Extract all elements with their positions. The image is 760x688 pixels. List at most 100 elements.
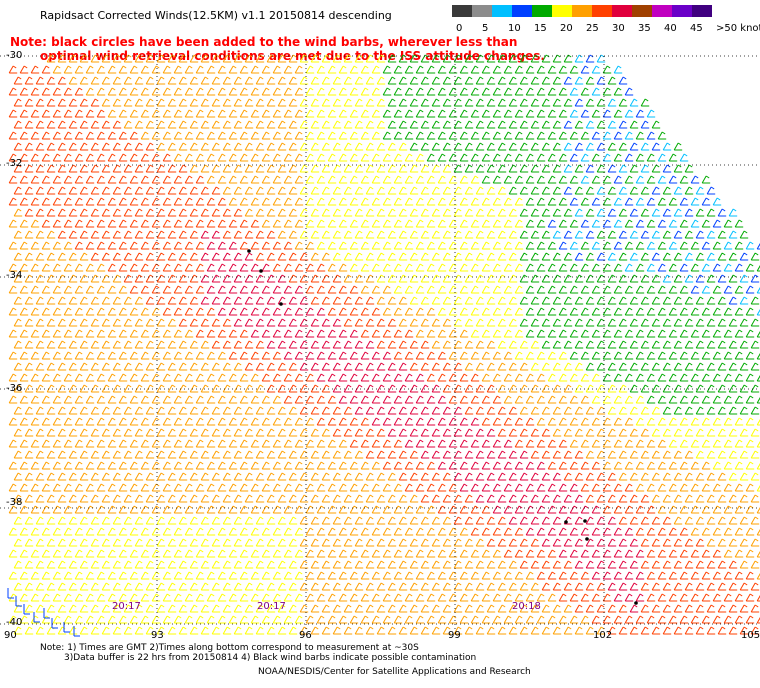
wind-barb xyxy=(85,109,95,118)
wind-barb xyxy=(503,571,513,580)
wind-barb xyxy=(514,241,524,250)
wind-barb xyxy=(30,263,40,272)
wind-barb xyxy=(613,417,623,426)
wind-barb xyxy=(57,76,67,85)
wind-barb xyxy=(35,626,45,635)
wind-barb xyxy=(68,120,78,129)
wind-barb xyxy=(629,274,639,283)
wind-barb xyxy=(695,516,705,525)
wind-barb xyxy=(63,417,73,426)
wind-barb xyxy=(85,175,95,184)
wind-barb xyxy=(261,175,271,184)
wind-barb xyxy=(651,450,661,459)
wind-barb xyxy=(420,208,430,217)
wind-barb xyxy=(134,76,144,85)
wind-barb xyxy=(178,274,188,283)
wind-barb xyxy=(717,296,727,305)
wind-barb xyxy=(35,98,45,107)
wind-barb xyxy=(101,274,111,283)
wind-barb xyxy=(145,472,155,481)
wind-barb xyxy=(684,560,694,569)
wind-barb xyxy=(536,373,546,382)
wind-barb xyxy=(382,593,392,602)
wind-barb xyxy=(321,186,331,195)
wind-barb xyxy=(398,76,408,85)
wind-barb xyxy=(206,351,216,360)
wind-barb xyxy=(112,318,122,327)
wind-barb xyxy=(173,241,183,250)
wind-barb xyxy=(30,87,40,96)
wind-barb xyxy=(453,384,463,393)
wind-barb xyxy=(41,593,51,602)
wind-barb xyxy=(316,527,326,536)
wind-barb xyxy=(376,142,386,151)
lat-label-32: -32 xyxy=(6,158,23,169)
wind-barb xyxy=(255,626,265,635)
wind-barb xyxy=(679,417,689,426)
wind-barb xyxy=(706,296,716,305)
wind-barb xyxy=(591,395,601,404)
wind-barb xyxy=(173,549,183,558)
wind-barb xyxy=(585,450,595,459)
wind-barb xyxy=(277,186,287,195)
wind-barb xyxy=(657,593,667,602)
wind-barb xyxy=(580,395,590,404)
wind-barb xyxy=(316,395,326,404)
wind-barb xyxy=(514,571,524,580)
wind-barb xyxy=(228,439,238,448)
wind-barb xyxy=(404,175,414,184)
wind-barb xyxy=(299,186,309,195)
wind-barb xyxy=(57,120,67,129)
wind-barb xyxy=(382,219,392,228)
wind-barb xyxy=(272,329,282,338)
wind-barb xyxy=(354,384,364,393)
wind-barb xyxy=(189,362,199,371)
wind-barb xyxy=(294,175,304,184)
wind-barb xyxy=(107,153,117,162)
wind-barb xyxy=(426,373,436,382)
wind-barb xyxy=(332,274,342,283)
wind-barb xyxy=(343,208,353,217)
wind-barb xyxy=(607,340,617,349)
wind-barb xyxy=(211,428,221,437)
wind-barb xyxy=(365,76,375,85)
wind-barb xyxy=(57,516,67,525)
wind-barb xyxy=(266,274,276,283)
wind-barb xyxy=(156,142,166,151)
wind-barb xyxy=(112,384,122,393)
wind-barb xyxy=(470,549,480,558)
wind-barb xyxy=(728,406,738,415)
wind-barb xyxy=(668,197,678,206)
wind-barb xyxy=(338,615,348,624)
wind-barb xyxy=(129,197,139,206)
wind-barb xyxy=(464,428,474,437)
wind-barb xyxy=(552,494,562,503)
wind-barb xyxy=(233,296,243,305)
wind-barb xyxy=(448,351,458,360)
wind-barb xyxy=(640,626,650,635)
wind-barb xyxy=(189,186,199,195)
wind-barb xyxy=(739,384,749,393)
wind-barb xyxy=(481,65,491,74)
wind-barb xyxy=(459,175,469,184)
wind-barb xyxy=(486,120,496,129)
wind-barb xyxy=(327,505,337,514)
wind-barb xyxy=(431,252,441,261)
wind-barb xyxy=(712,417,722,426)
wind-barb xyxy=(354,142,364,151)
wind-barb xyxy=(415,263,425,272)
wind-barb xyxy=(46,340,56,349)
wind-barb xyxy=(437,285,447,294)
wind-barb xyxy=(723,439,733,448)
wind-barb xyxy=(613,285,623,294)
wind-barb xyxy=(695,384,705,393)
wind-barb xyxy=(492,593,502,602)
wind-barb xyxy=(101,604,111,613)
wind-barb xyxy=(74,175,84,184)
wind-barb xyxy=(640,604,650,613)
wind-barb xyxy=(288,406,298,415)
wind-barb xyxy=(728,428,738,437)
wind-barb xyxy=(156,54,166,63)
wind-barb xyxy=(547,593,557,602)
wind-barb xyxy=(294,527,304,536)
